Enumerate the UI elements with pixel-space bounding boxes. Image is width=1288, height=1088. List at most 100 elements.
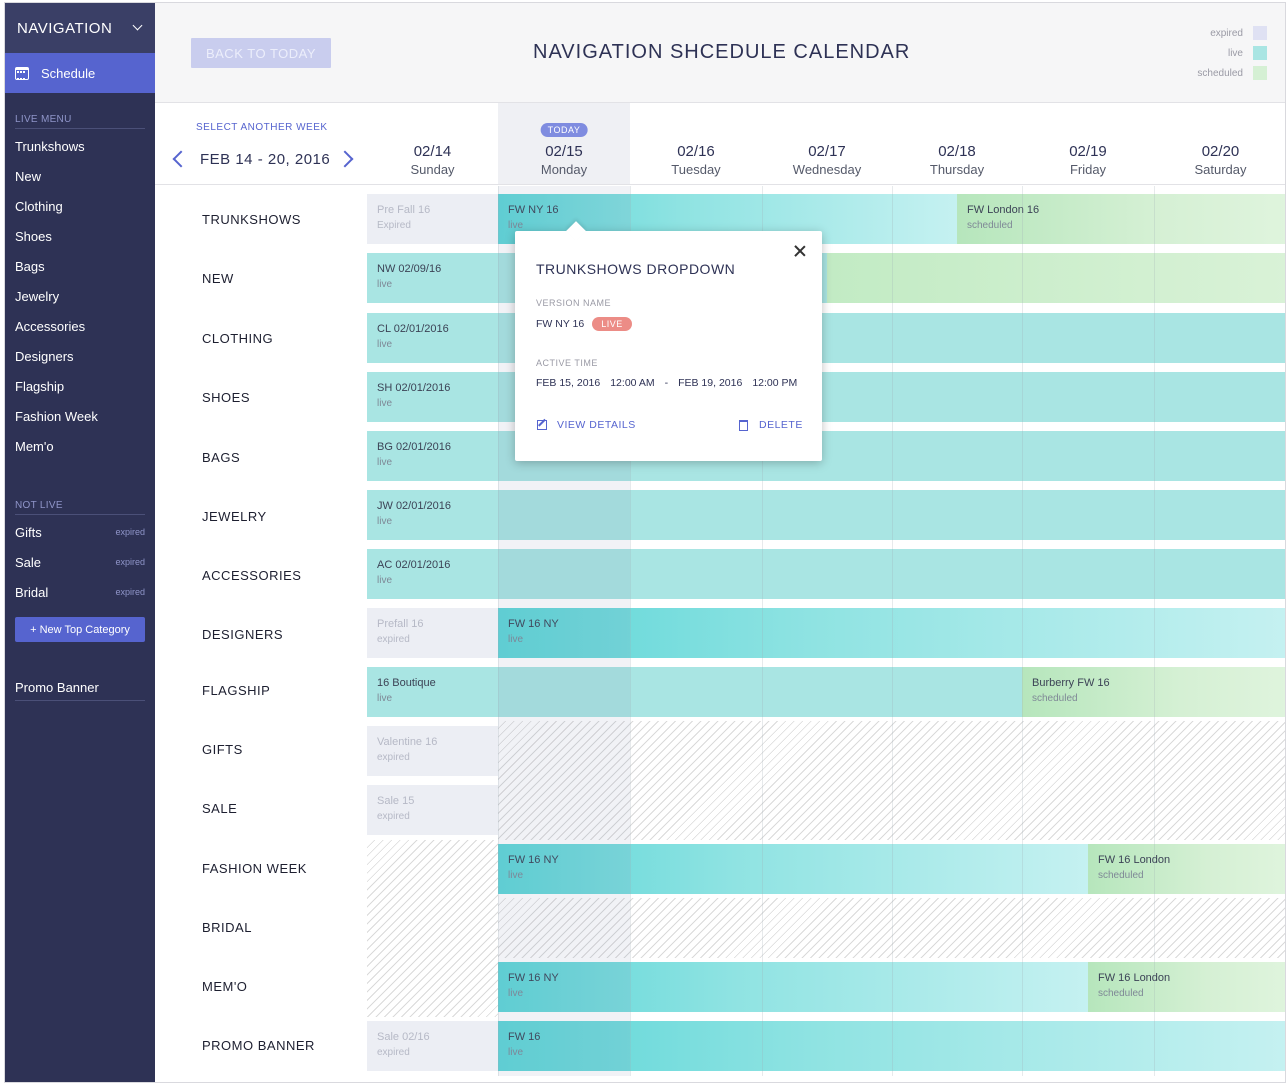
sidebar-item-new[interactable]: New xyxy=(5,161,155,191)
schedule-bar-expired[interactable]: Valentine 16 expired xyxy=(367,726,498,776)
back-to-today-button[interactable]: BACK TO TODAY xyxy=(191,38,331,68)
row-label-designers: DESIGNERS xyxy=(202,627,284,642)
calendar-icon xyxy=(15,66,29,80)
sidebar-item-schedule[interactable]: Schedule xyxy=(5,53,155,93)
schedule-bar-expired[interactable]: Sale 02/16 expired xyxy=(367,1021,498,1071)
not-live-label: NOT LIVE xyxy=(15,500,63,511)
schedule-bar-expired[interactable]: Pre Fall 16 Expired xyxy=(367,194,498,244)
sidebar-item-jewelry[interactable]: Jewelry xyxy=(5,281,155,311)
row-label-gifts: GIFTS xyxy=(202,742,243,757)
schedule-bar-live[interactable]: FW 16 live xyxy=(498,1021,1285,1071)
day-name: Tuesday xyxy=(671,162,721,177)
bar-status: live xyxy=(377,575,393,586)
sidebar-item-trunkshows[interactable]: Trunkshows xyxy=(5,131,155,161)
sidebar-item-shoes[interactable]: Shoes xyxy=(5,221,155,251)
row-label-sale: SALE xyxy=(202,801,238,816)
version-name-value: FW NY 16 LIVE xyxy=(536,317,632,331)
previous-week-arrow-icon[interactable] xyxy=(172,150,190,168)
schedule-bar-scheduled[interactable]: FW 16 London scheduled xyxy=(1088,844,1285,894)
delete-button[interactable]: DELETE xyxy=(739,419,803,431)
bar-title: BG 02/01/2016 xyxy=(377,441,452,453)
sidebar-item-label: Mem'o xyxy=(15,438,54,454)
sidebar-item-bags[interactable]: Bags xyxy=(5,251,155,281)
bar-title: FW 16 NY xyxy=(508,854,559,866)
schedule-bar-expired[interactable]: Sale 15 expired xyxy=(367,785,498,835)
header: BACK TO TODAY NAVIGATION SHCEDULE CALEND… xyxy=(155,3,1285,103)
bar-status: expired xyxy=(377,811,410,822)
schedule-bar-live[interactable]: FW 16 NY live xyxy=(498,962,1088,1012)
trash-icon xyxy=(739,419,748,431)
bar-title: Sale 15 xyxy=(377,795,415,807)
sidebar-item-label: Trunkshows xyxy=(15,138,85,154)
bar-status: scheduled xyxy=(967,220,1013,231)
sidebar-item-accessories[interactable]: Accessories xyxy=(5,311,155,341)
sidebar-item-fashion-week[interactable]: Fashion Week xyxy=(5,401,155,431)
sidebar-item-sale[interactable]: Sale expired xyxy=(5,547,155,577)
schedule-bar-scheduled[interactable]: FW London 16 scheduled xyxy=(957,194,1285,244)
sidebar-item-promo-banner[interactable]: Promo Banner xyxy=(15,679,99,695)
schedule-bar-live[interactable]: AC 02/01/2016 live xyxy=(367,549,1285,599)
row-label-jewelry: JEWELRY xyxy=(202,509,267,524)
day-date: 02/20 xyxy=(1201,143,1240,160)
row-label-flagship: FLAGSHIP xyxy=(202,683,271,698)
sidebar-item-gifts[interactable]: Gifts expired xyxy=(5,517,155,547)
bar-title: FW 16 NY xyxy=(508,972,559,984)
sidebar-item-label: Fashion Week xyxy=(15,408,98,424)
day-divider xyxy=(1022,186,1023,1076)
day-date: 02/18 xyxy=(938,143,976,160)
day-divider xyxy=(630,186,631,1076)
navigation-dropdown[interactable]: NAVIGATION xyxy=(5,3,155,53)
sidebar-item-clothing[interactable]: Clothing xyxy=(5,191,155,221)
sidebar-item-designers[interactable]: Designers xyxy=(5,341,155,371)
view-details-button[interactable]: VIEW DETAILS xyxy=(537,419,636,431)
schedule-bar-live[interactable]: FW 16 NY live xyxy=(498,608,1285,658)
row-label-shoes: SHOES xyxy=(202,390,251,405)
close-icon[interactable] xyxy=(792,243,808,259)
active-time-label: ACTIVE TIME xyxy=(536,358,598,368)
day-header-friday: 02/19 Friday xyxy=(1022,103,1154,185)
sidebar-item-label: Bridal xyxy=(15,584,49,600)
bar-title: NW 02/09/16 xyxy=(377,263,442,275)
empty-slot-hatch[interactable] xyxy=(498,898,1285,958)
divider xyxy=(15,514,145,515)
row-label-memo: MEM'O xyxy=(202,979,248,994)
schedule-bar-live[interactable]: FW 16 NY live xyxy=(498,844,1088,894)
bar-status: scheduled xyxy=(1098,870,1144,881)
day-divider xyxy=(892,186,893,1076)
select-week-label: SELECT ANOTHER WEEK xyxy=(196,122,328,133)
sidebar-item-flagship[interactable]: Flagship xyxy=(5,371,155,401)
schedule-bar-expired[interactable]: Prefall 16 expired xyxy=(367,608,498,658)
schedule-bar-live[interactable]: 16 Boutique live xyxy=(367,667,1022,717)
bar-title: FW London 16 xyxy=(967,204,1040,216)
row-label-clothing: CLOTHING xyxy=(202,331,274,346)
bar-title: Valentine 16 xyxy=(377,736,438,748)
empty-slot-hatch[interactable] xyxy=(367,840,498,1017)
schedule-bar-scheduled[interactable]: Burberry FW 16 scheduled xyxy=(1022,667,1285,717)
legend-swatch xyxy=(1253,26,1267,40)
bar-title: FW 16 xyxy=(508,1031,541,1043)
version-name-label: VERSION NAME xyxy=(536,298,612,308)
week-range[interactable]: FEB 14 - 20, 2016 xyxy=(200,151,331,168)
version-name: FW NY 16 xyxy=(536,318,585,330)
app-window: NAVIGATION Schedule LIVE MENU Trunkshows… xyxy=(4,2,1286,1083)
row-label-new: NEW xyxy=(202,271,234,286)
row-label-accessories: ACCESSORIES xyxy=(202,568,302,583)
day-header-saturday: 02/20 Saturday xyxy=(1154,103,1285,185)
today-badge: TODAY xyxy=(540,123,588,137)
day-name: Monday xyxy=(540,162,588,177)
week-selector: SELECT ANOTHER WEEK FEB 14 - 20, 2016 xyxy=(155,103,367,185)
sidebar-item-bridal[interactable]: Bridal expired xyxy=(5,577,155,607)
schedule-bar-scheduled[interactable] xyxy=(827,253,1285,303)
row-label-promo-banner: PROMO BANNER xyxy=(202,1038,315,1053)
schedule-bar-scheduled[interactable]: FW 16 London scheduled xyxy=(1088,962,1285,1012)
bar-title: Pre Fall 16 xyxy=(377,204,431,216)
time-separator: - xyxy=(664,377,669,389)
empty-slot-hatch[interactable] xyxy=(498,721,1285,840)
sidebar-item-memo[interactable]: Mem'o xyxy=(5,431,155,461)
day-header-wednesday: 02/17 Wednesday xyxy=(762,103,892,185)
new-top-category-button[interactable]: + New Top Category xyxy=(15,617,145,642)
active-time-value: FEB 15, 2016 12:00 AM - FEB 19, 2016 12:… xyxy=(536,377,797,389)
bar-title: FW 16 London xyxy=(1098,972,1171,984)
next-week-arrow-icon[interactable] xyxy=(336,150,354,168)
schedule-bar-live[interactable]: JW 02/01/2016 live xyxy=(367,490,1285,540)
